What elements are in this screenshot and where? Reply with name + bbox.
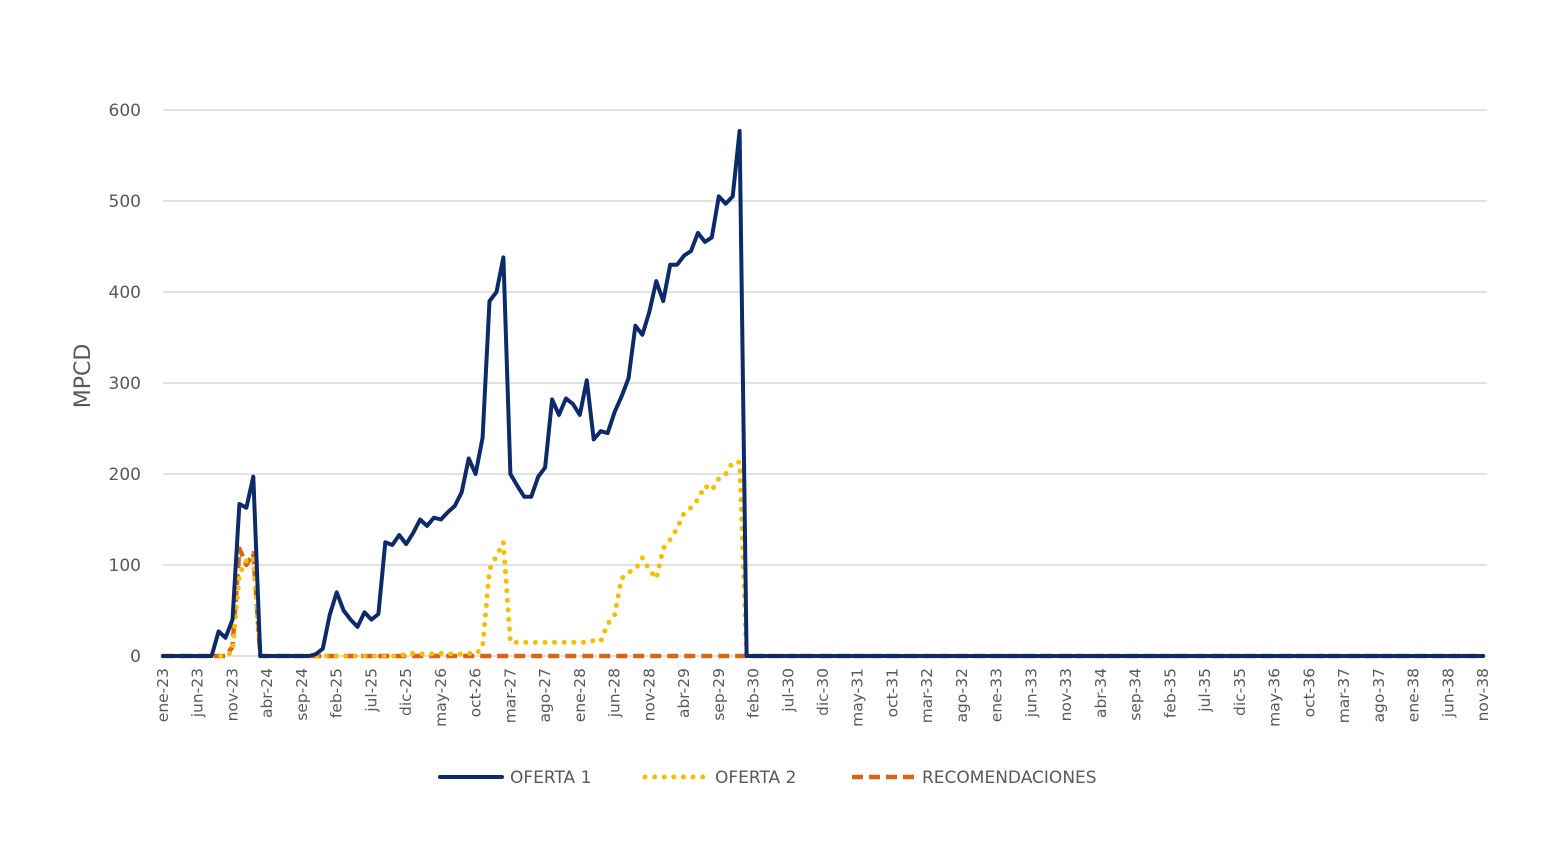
gridlines <box>163 109 1487 657</box>
x-tick-label: dic-35 <box>1231 668 1249 716</box>
x-tick-label: mar-32 <box>918 668 936 723</box>
x-tick-label: ago-27 <box>536 668 554 722</box>
x-tick-label: sep-34 <box>1127 668 1145 721</box>
x-tick-label: oct-36 <box>1300 668 1318 717</box>
y-axis-ticks: 0 100 200 300 400 500 600 <box>109 101 141 667</box>
x-tick-label: nov-38 <box>1474 668 1492 721</box>
x-tick-label: mar-27 <box>501 668 519 723</box>
x-tick-label: sep-29 <box>710 668 728 721</box>
x-tick-label: feb-25 <box>328 668 346 718</box>
x-tick-label: jul-25 <box>362 668 380 713</box>
legend: OFERTA 1 OFERTA 2 RECOMENDACIONES <box>438 768 1097 788</box>
x-tick-label: mar-37 <box>1335 668 1353 723</box>
legend-label: OFERTA 2 <box>715 768 796 788</box>
x-axis-ticks: ene-23 jun-23 nov-23 abr-24 sep-24 feb-25 jul-… <box>154 668 1492 727</box>
y-tick-label: 500 <box>109 192 141 212</box>
x-tick-label: may-26 <box>432 668 450 727</box>
x-tick-label: abr-24 <box>258 668 276 718</box>
x-tick-label: ene-28 <box>571 668 589 722</box>
y-tick-label: 0 <box>130 647 141 667</box>
x-tick-label: may-36 <box>1266 668 1284 727</box>
x-tick-label: nov-28 <box>640 668 658 721</box>
x-tick-label: jun-33 <box>1022 668 1040 718</box>
y-tick-label: 400 <box>109 283 141 303</box>
y-tick-label: 300 <box>109 374 141 394</box>
legend-label: RECOMENDACIONES <box>922 768 1097 788</box>
x-tick-label: jul-35 <box>1196 668 1214 713</box>
x-tick-label: ene-38 <box>1405 668 1423 722</box>
x-tick-label: dic-30 <box>814 668 832 716</box>
x-tick-label: abr-29 <box>675 668 693 718</box>
series-line-oferta-1 <box>161 128 1485 658</box>
series-lines <box>160 128 1486 659</box>
x-tick-label: dic-25 <box>397 668 415 716</box>
x-tick-label: nov-23 <box>223 668 241 721</box>
x-tick-label: sep-24 <box>293 668 311 721</box>
x-tick-label: ene-33 <box>988 668 1006 722</box>
y-tick-label: 100 <box>109 556 141 576</box>
x-tick-label: ago-37 <box>1370 668 1388 722</box>
x-tick-label: jul-30 <box>779 668 797 713</box>
legend-label: OFERTA 1 <box>510 768 591 788</box>
x-tick-label: jun-23 <box>189 668 207 718</box>
x-tick-label: oct-26 <box>467 668 485 717</box>
y-axis-label: MPCD <box>71 344 96 409</box>
x-tick-label: feb-30 <box>745 668 763 718</box>
x-tick-label: jun-28 <box>606 668 624 718</box>
x-tick-label: nov-33 <box>1057 668 1075 721</box>
y-tick-label: 600 <box>109 101 141 121</box>
x-tick-label: oct-31 <box>883 668 901 717</box>
x-tick-label: ene-23 <box>154 668 172 722</box>
series-line-oferta-2 <box>160 459 1486 659</box>
x-tick-label: ago-32 <box>953 668 971 722</box>
y-tick-label: 200 <box>109 465 141 485</box>
x-tick-label: abr-34 <box>1092 668 1110 718</box>
x-tick-label: feb-35 <box>1161 668 1179 718</box>
x-tick-label: may-31 <box>849 668 867 727</box>
x-tick-label: jun-38 <box>1439 668 1457 718</box>
